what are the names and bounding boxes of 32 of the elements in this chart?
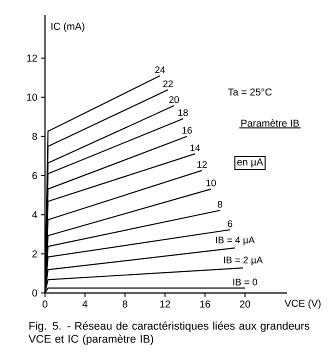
x-tick-label: 12 <box>160 300 170 308</box>
annotation: Paramètre IB <box>241 119 299 127</box>
series-label: 8 <box>218 200 222 208</box>
caption: Fig. 5. - Réseau de caractéristiques liées aux grandeurs VCE et IC (paramètre IB) <box>28 322 310 345</box>
series-label: 24 <box>155 66 165 73</box>
x-tick-label: 8 <box>122 300 128 308</box>
x-tick-label: 0 <box>42 300 48 308</box>
y-tick-label: 12 <box>27 54 37 62</box>
y-tick-label: 2 <box>32 250 37 258</box>
series-label: 20 <box>169 96 179 103</box>
series-label: 18 <box>178 109 188 116</box>
series-label: 22 <box>163 80 173 88</box>
y-tick-label: 4 <box>32 211 38 218</box>
series-label: 10 <box>206 180 216 186</box>
series-label: 16 <box>182 126 192 134</box>
y-tick-label: 10 <box>27 94 38 101</box>
annotation: en µA <box>237 158 264 168</box>
series-label: 12 <box>197 161 207 168</box>
y-tick-label: 6 <box>32 172 38 180</box>
y-tick-label: 8 <box>32 132 38 140</box>
series-label: 6 <box>228 220 232 228</box>
series-label: IB = 4 µA <box>216 236 255 246</box>
y-tick-label: 0 <box>32 289 38 297</box>
x-axis-title: VCE (V) <box>284 300 321 309</box>
x-tick-label: 16 <box>200 300 210 308</box>
series-label: IB = 0 <box>233 278 258 286</box>
annotation: Ta = 25°C <box>228 88 272 96</box>
x-tick-label: 4 <box>82 300 88 308</box>
series-label: IB = 2 µA <box>224 256 263 266</box>
x-tick-label: 20 <box>240 300 250 308</box>
series-label: 14 <box>190 144 200 152</box>
y-axis-title: IC (mA) <box>51 22 84 32</box>
